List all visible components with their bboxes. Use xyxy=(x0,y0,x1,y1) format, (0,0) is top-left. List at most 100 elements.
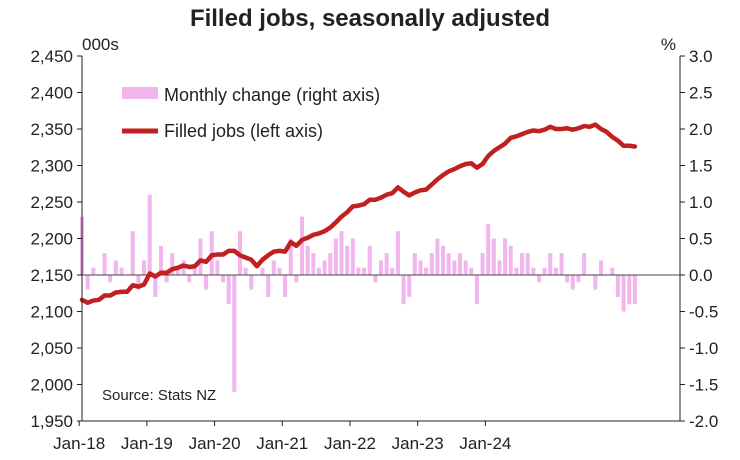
right-axis-ticks: -2.0 -1.5 -1.0 -0.5 0.0 0.5 1.0 1.5 2.0 2.5 3.0 xyxy=(680,47,718,431)
bar-84 xyxy=(553,267,558,275)
bar-33 xyxy=(266,275,271,297)
bar-66 xyxy=(452,260,457,275)
x-axis-ticks: Jan-18 Jan-19 Jan-20 Jan-21 Jan-22 Jan-23 Jan-… xyxy=(53,421,511,453)
bar-41 xyxy=(311,253,316,275)
series-line-filled-jobs xyxy=(79,122,638,305)
right-tick-label-5: 0.5 xyxy=(689,230,713,249)
bar-43 xyxy=(322,260,327,275)
bar-71 xyxy=(480,253,485,275)
bar-76 xyxy=(508,245,513,275)
x-tick-label-4: Jan-22 xyxy=(324,434,376,453)
bar-69 xyxy=(469,267,474,275)
bar-24 xyxy=(215,260,220,275)
bar-40 xyxy=(305,245,310,275)
bar-46 xyxy=(339,231,344,275)
bar-85 xyxy=(559,253,564,275)
bar-35 xyxy=(277,267,282,275)
bar-53 xyxy=(378,260,384,275)
bar-97 xyxy=(627,275,632,305)
bar-42 xyxy=(316,267,321,275)
bar-9 xyxy=(130,231,135,275)
left-tick-label-7: 2,300 xyxy=(30,157,73,176)
bar-78 xyxy=(520,253,525,275)
bar-58 xyxy=(407,275,412,297)
bar-5 xyxy=(108,275,113,283)
bar-1 xyxy=(85,275,90,290)
left-tick-label-3: 2,100 xyxy=(30,303,73,322)
legend-label-bar: Monthly change (right axis) xyxy=(164,85,380,105)
bar-56 xyxy=(395,231,400,275)
bar-6 xyxy=(113,260,118,275)
chart-title: Filled jobs, seasonally adjusted xyxy=(190,5,550,32)
bar-36 xyxy=(283,275,288,297)
bar-81 xyxy=(536,275,541,283)
x-tick-label-5: Jan-23 xyxy=(392,434,444,453)
bar-60 xyxy=(418,260,423,275)
bar-37 xyxy=(288,238,293,275)
left-axis-ticks: 1,950 2,000 2,050 2,100 2,150 2,200 2,250 2,300… xyxy=(30,47,82,431)
bar-4 xyxy=(102,253,107,275)
bar-12 xyxy=(147,194,152,275)
bar-49 xyxy=(356,267,361,275)
bar-65 xyxy=(446,253,451,275)
bar-30 xyxy=(249,275,254,290)
bar-57 xyxy=(401,275,406,305)
bar-26 xyxy=(226,275,231,305)
x-tick-label-3: Jan-21 xyxy=(256,434,308,453)
right-tick-label-0: -2.0 xyxy=(689,412,718,431)
left-tick-label-4: 2,150 xyxy=(30,266,73,285)
legend-swatch-bar xyxy=(122,87,158,99)
bar-68 xyxy=(463,260,468,275)
bar-17 xyxy=(175,267,180,275)
bar-50 xyxy=(362,267,367,275)
right-tick-label-9: 2.5 xyxy=(689,84,713,103)
bar-92 xyxy=(598,260,604,275)
bar-52 xyxy=(373,275,378,283)
bar-61 xyxy=(424,267,429,275)
bar-55 xyxy=(390,267,395,275)
right-tick-label-10: 3.0 xyxy=(689,47,713,66)
bar-86 xyxy=(565,275,570,283)
bar-74 xyxy=(497,260,502,275)
bar-45 xyxy=(333,238,338,275)
bar-25 xyxy=(221,275,226,283)
line-layer xyxy=(79,122,638,305)
bar-59 xyxy=(412,253,417,275)
axes-layer xyxy=(81,56,681,422)
bar-95 xyxy=(615,275,620,297)
left-tick-label-1: 2,000 xyxy=(30,376,73,395)
bar-11 xyxy=(142,260,147,275)
legend-label-line: Filled jobs (left axis) xyxy=(164,121,323,141)
bar-89 xyxy=(582,253,587,275)
bar-67 xyxy=(457,253,463,275)
x-tick-label-6: Jan-24 xyxy=(459,434,511,453)
right-tick-label-4: 0.0 xyxy=(689,266,713,285)
bar-73 xyxy=(491,238,496,275)
bar-87 xyxy=(570,275,575,290)
bar-15 xyxy=(164,275,169,283)
source-note: Source: Stats NZ xyxy=(102,387,216,404)
bar-19 xyxy=(187,275,192,283)
bar-62 xyxy=(429,253,434,275)
left-tick-label-8: 2,350 xyxy=(30,120,73,139)
bar-63 xyxy=(435,238,440,275)
bar-39 xyxy=(299,216,305,275)
legend: Monthly change (right axis) Filled jobs … xyxy=(122,85,380,141)
bar-54 xyxy=(384,253,389,275)
x-tick-label-1: Jan-19 xyxy=(121,434,173,453)
bar-34 xyxy=(271,260,276,275)
bar-27 xyxy=(232,275,237,392)
bar-20 xyxy=(192,267,197,275)
bar-94 xyxy=(610,267,615,275)
left-tick-label-9: 2,400 xyxy=(30,84,73,103)
right-tick-label-3: -0.5 xyxy=(689,303,718,322)
bar-51 xyxy=(367,245,372,275)
bar-2 xyxy=(91,267,96,275)
bar-98 xyxy=(632,275,637,305)
bar-32 xyxy=(260,267,265,275)
left-tick-label-10: 2,450 xyxy=(30,47,73,66)
bar-79 xyxy=(525,253,530,275)
bar-21 xyxy=(198,238,203,275)
x-tick-label-2: Jan-20 xyxy=(189,434,241,453)
